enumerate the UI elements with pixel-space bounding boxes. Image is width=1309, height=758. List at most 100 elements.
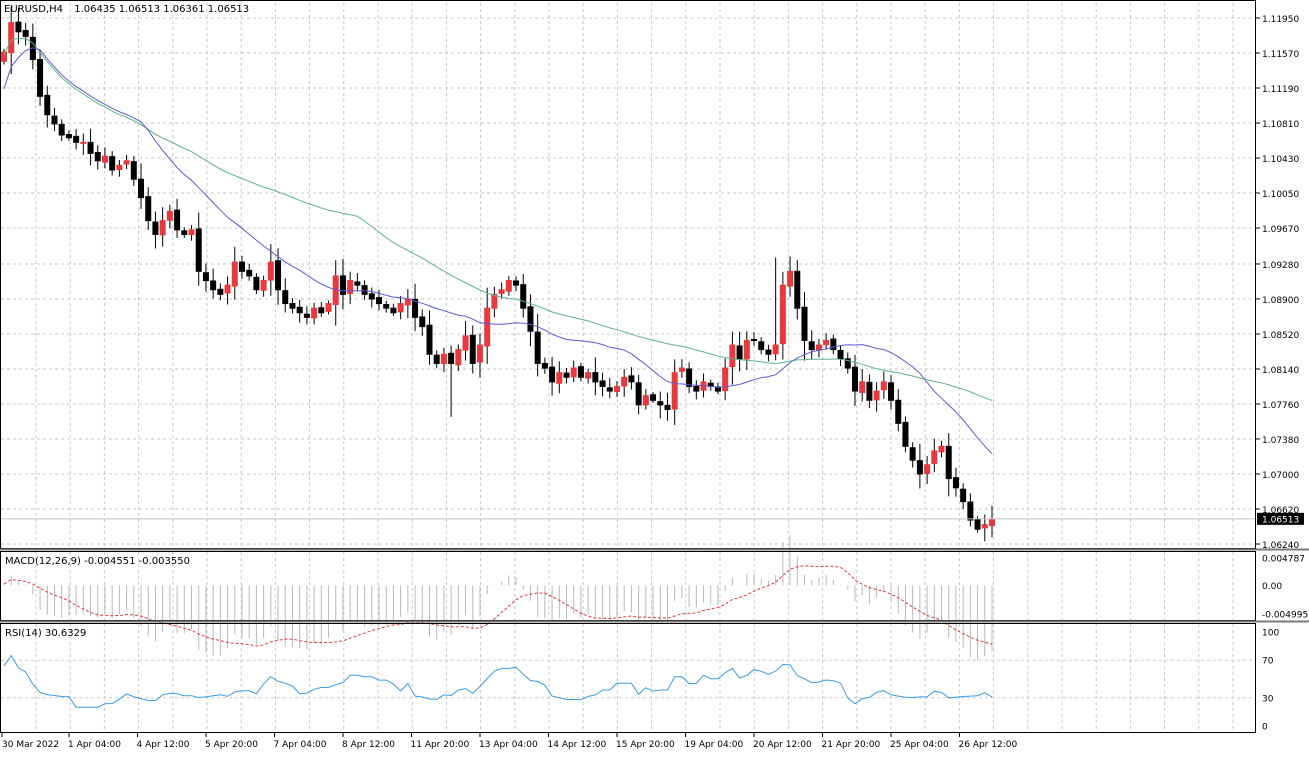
candle-body[interactable]	[109, 156, 116, 171]
candle-body[interactable]	[397, 303, 404, 313]
candle-body[interactable]	[628, 375, 635, 383]
candle-body[interactable]	[202, 272, 209, 282]
candle-body[interactable]	[880, 381, 887, 391]
candle-body[interactable]	[231, 261, 238, 287]
candle-body[interactable]	[945, 445, 952, 480]
candle-body[interactable]	[613, 385, 620, 393]
candle-body[interactable]	[181, 230, 188, 235]
candle-body[interactable]	[837, 350, 844, 360]
candle-body[interactable]	[902, 421, 909, 447]
candle-body[interactable]	[383, 303, 390, 309]
candle-body[interactable]	[851, 366, 858, 392]
candle-body[interactable]	[693, 385, 700, 392]
candle-body[interactable]	[787, 270, 794, 287]
candle-body[interactable]	[844, 358, 851, 369]
candle-body[interactable]	[830, 338, 837, 351]
candle-body[interactable]	[58, 123, 65, 136]
candle-body[interactable]	[195, 228, 202, 272]
candle-body[interactable]	[65, 134, 72, 139]
candle-body[interactable]	[419, 316, 426, 328]
candle-body[interactable]	[311, 307, 318, 319]
candle-body[interactable]	[123, 160, 130, 165]
candle-body[interactable]	[455, 349, 462, 366]
candle-body[interactable]	[296, 306, 303, 314]
candle-body[interactable]	[743, 339, 750, 360]
candle-body[interactable]	[621, 376, 628, 387]
candle-body[interactable]	[657, 401, 664, 406]
candle-body[interactable]	[686, 368, 693, 387]
candle-body[interactable]	[736, 345, 743, 360]
candle-body[interactable]	[779, 284, 786, 345]
candle-body[interactable]	[325, 303, 332, 312]
candle-body[interactable]	[556, 372, 563, 384]
candle-body[interactable]	[772, 344, 779, 355]
candle-body[interactable]	[722, 367, 729, 392]
candle-body[interactable]	[563, 372, 570, 378]
candle-body[interactable]	[159, 220, 166, 236]
candle-body[interactable]	[758, 341, 765, 351]
candle-body[interactable]	[376, 297, 383, 305]
candle-body[interactable]	[981, 524, 988, 529]
candle-body[interactable]	[541, 362, 548, 369]
candle-body[interactable]	[116, 164, 123, 171]
candle-body[interactable]	[794, 270, 801, 309]
candle-body[interactable]	[166, 210, 173, 221]
candle-body[interactable]	[729, 344, 736, 368]
candle-body[interactable]	[426, 324, 433, 355]
rsi-panel[interactable]	[1, 654, 1255, 708]
candle-body[interactable]	[909, 447, 916, 461]
candle-body[interactable]	[916, 460, 923, 475]
candle-body[interactable]	[859, 381, 866, 393]
candle-body[interactable]	[751, 338, 758, 341]
candle-body[interactable]	[8, 22, 15, 54]
candle-body[interactable]	[339, 275, 346, 295]
candle-body[interactable]	[931, 450, 938, 464]
candle-body[interactable]	[671, 372, 678, 410]
candle-body[interactable]	[534, 331, 541, 364]
candle-body[interactable]	[1, 51, 7, 62]
candle-body[interactable]	[866, 381, 873, 401]
candle-body[interactable]	[476, 344, 483, 363]
candle-body[interactable]	[599, 380, 606, 387]
candle-body[interactable]	[440, 353, 447, 364]
candle-body[interactable]	[967, 501, 974, 521]
candle-body[interactable]	[368, 293, 375, 300]
candle-body[interactable]	[130, 161, 137, 180]
candle-body[interactable]	[577, 366, 584, 378]
candle-body[interactable]	[938, 445, 945, 453]
candle-body[interactable]	[282, 290, 289, 305]
candle-body[interactable]	[267, 261, 274, 281]
candle-body[interactable]	[15, 21, 22, 33]
candle-body[interactable]	[823, 339, 830, 346]
candle-body[interactable]	[361, 285, 368, 295]
candle-body[interactable]	[188, 229, 195, 235]
candle-body[interactable]	[469, 334, 476, 364]
candle-body[interactable]	[678, 367, 685, 372]
candle-body[interactable]	[974, 519, 981, 530]
candle-body[interactable]	[44, 94, 51, 116]
candle-body[interactable]	[960, 488, 967, 503]
candle-body[interactable]	[635, 382, 642, 406]
candle-body[interactable]	[37, 58, 44, 97]
candle-body[interactable]	[888, 382, 895, 401]
candle-body[interactable]	[513, 280, 520, 286]
candle-body[interactable]	[952, 477, 959, 489]
candle-body[interactable]	[246, 269, 253, 277]
macd-panel[interactable]	[3, 535, 993, 661]
candle-body[interactable]	[801, 306, 808, 341]
candle-body[interactable]	[289, 303, 296, 309]
candle-body[interactable]	[303, 313, 310, 318]
candle-body[interactable]	[650, 394, 657, 401]
candle-body[interactable]	[924, 464, 931, 475]
price-panel[interactable]	[1, 6, 1255, 542]
candle-body[interactable]	[412, 298, 419, 318]
candle-body[interactable]	[253, 276, 260, 291]
candle-body[interactable]	[606, 387, 613, 392]
candle-body[interactable]	[73, 135, 80, 143]
candle-body[interactable]	[433, 354, 440, 364]
candle-body[interactable]	[498, 289, 505, 294]
candle-body[interactable]	[347, 280, 354, 294]
candle-body[interactable]	[491, 293, 498, 309]
candle-body[interactable]	[260, 280, 267, 291]
